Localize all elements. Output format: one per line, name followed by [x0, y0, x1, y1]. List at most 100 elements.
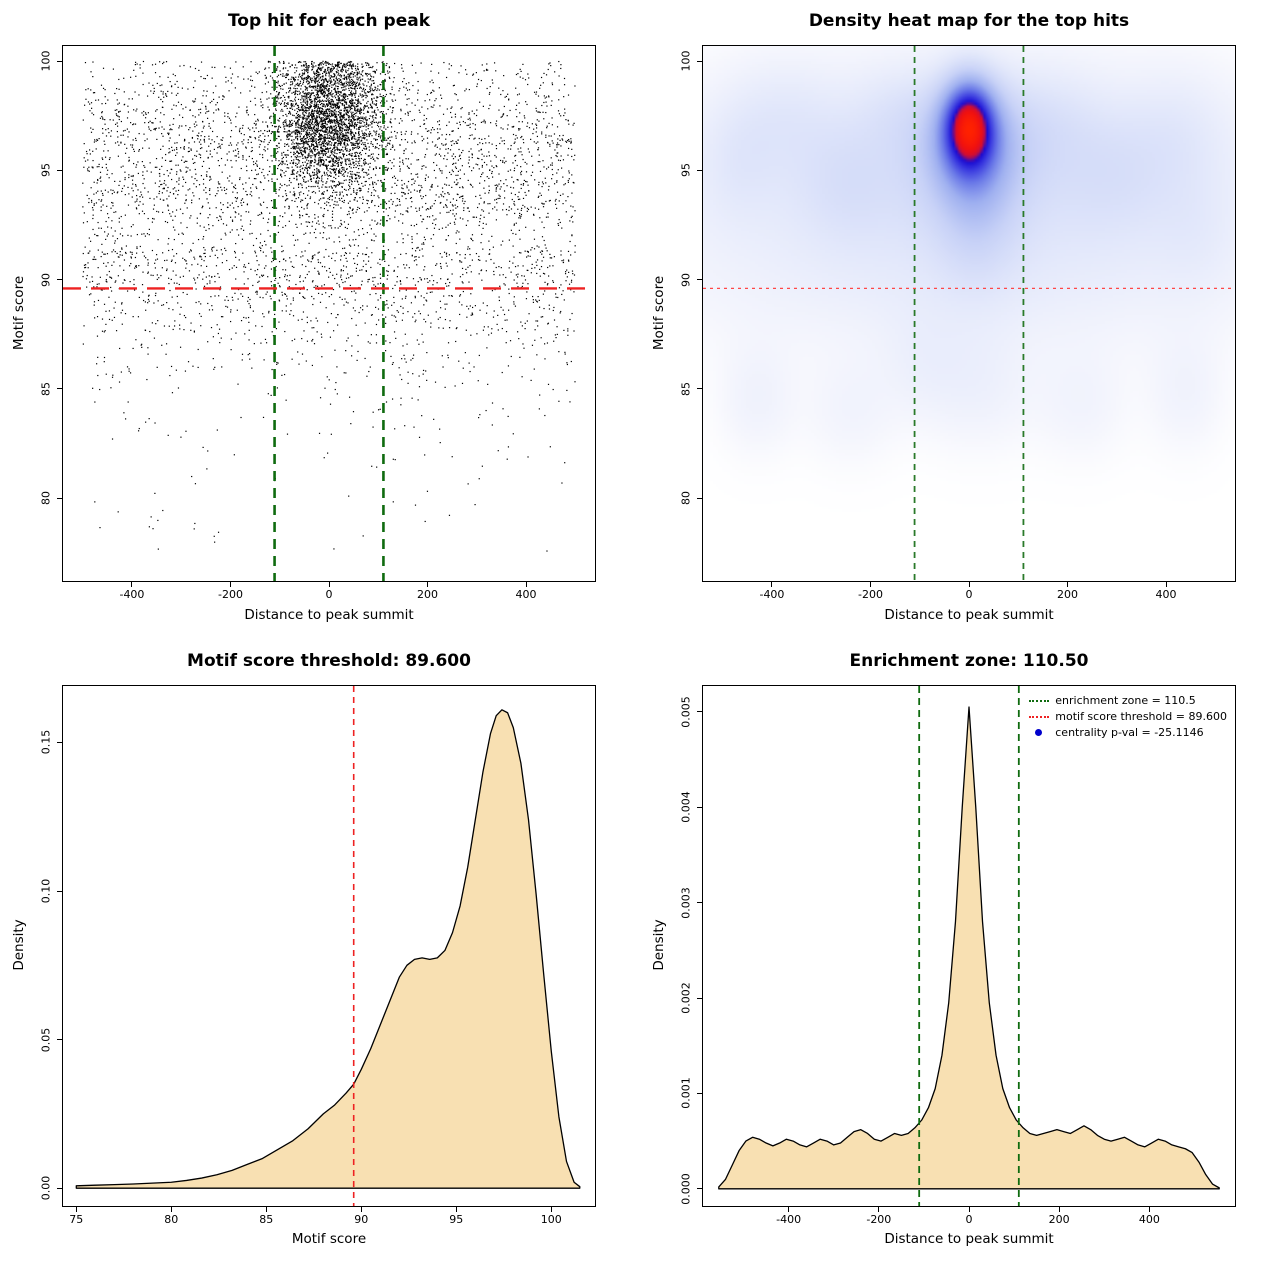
panel-title: Top hit for each peak	[227, 11, 431, 31]
y-tick-label: 0.001	[679, 1077, 693, 1110]
x-tick-label: -400	[776, 1213, 802, 1226]
score-density-canvas	[63, 686, 595, 1206]
x-tick-label: -400	[119, 588, 145, 601]
legend-label: centrality p-val = -25.1146	[1055, 726, 1204, 739]
y-tick	[697, 279, 702, 281]
y-tick	[57, 497, 62, 499]
y-tick-label: 85	[679, 381, 693, 396]
y-tick	[57, 388, 62, 390]
x-tick	[525, 582, 527, 587]
x-tick-label: 400	[1155, 588, 1177, 601]
x-tick	[550, 1207, 552, 1212]
x-axis-label: Distance to peak summit	[884, 607, 1054, 623]
x-tick-label: 0	[325, 588, 333, 601]
y-tick-label: 100	[679, 50, 693, 72]
x-tick-label: 75	[69, 1213, 84, 1226]
plot-area: enrichment zone = 110.5 motif score thres…	[702, 685, 1236, 1207]
y-tick-label: 0.10	[39, 878, 53, 904]
legend-item: motif score threshold = 89.600	[1029, 710, 1227, 723]
x-tick-label: -200	[857, 588, 883, 601]
x-tick	[1165, 582, 1167, 587]
x-tick	[455, 1207, 457, 1212]
y-tick	[57, 60, 62, 62]
legend-line-marker	[1029, 715, 1050, 718]
x-tick	[265, 1207, 267, 1212]
x-tick-label: 0	[965, 1213, 973, 1226]
y-tick-label: 95	[679, 163, 693, 178]
y-tick-label: 90	[39, 272, 53, 287]
heatmap-canvas	[703, 46, 1235, 581]
y-tick-label: 0.15	[39, 730, 53, 755]
y-tick-label: 0.05	[39, 1027, 53, 1052]
x-tick	[771, 582, 773, 587]
x-tick	[968, 1207, 970, 1212]
x-tick	[75, 1207, 77, 1212]
x-tick	[1148, 1207, 1150, 1212]
x-tick-label: 90	[354, 1213, 369, 1226]
y-tick	[697, 711, 702, 713]
y-tick-label: 0.005	[679, 696, 693, 728]
x-tick-label: 0	[965, 588, 973, 601]
y-tick	[57, 1039, 62, 1041]
x-tick	[788, 1207, 790, 1212]
y-tick	[697, 60, 702, 62]
x-tick	[131, 582, 133, 587]
legend-item: centrality p-val = -25.1146	[1029, 726, 1204, 739]
panel-title: Enrichment zone: 110.50	[849, 651, 1089, 671]
x-tick	[869, 582, 871, 587]
legend: enrichment zone = 110.5 motif score thres…	[1029, 694, 1227, 739]
legend-point-marker	[1035, 729, 1043, 736]
y-tick	[697, 902, 702, 904]
y-tick	[697, 997, 702, 999]
x-axis-label: Distance to peak summit	[244, 607, 414, 623]
y-tick-label: 95	[39, 163, 53, 178]
legend-label: motif score threshold = 89.600	[1055, 710, 1227, 723]
x-tick-label: 200	[1057, 588, 1079, 601]
plot-area	[62, 685, 596, 1207]
x-tick-label: -200	[217, 588, 243, 601]
x-tick-label: 200	[1048, 1213, 1070, 1226]
x-tick	[878, 1207, 880, 1212]
x-tick-label: 85	[259, 1213, 274, 1226]
x-tick-label: 400	[515, 588, 537, 601]
x-tick	[229, 582, 231, 587]
panel-title: Motif score threshold: 89.600	[187, 651, 471, 671]
panel-top-hit-scatter: Top hit for each peak Motif score Distan…	[0, 0, 640, 640]
y-tick	[697, 169, 702, 171]
y-tick-label: 80	[39, 491, 53, 506]
y-tick	[697, 1092, 702, 1094]
x-tick-label: -200	[866, 1213, 892, 1226]
x-tick-label: 95	[449, 1213, 464, 1226]
x-tick	[360, 1207, 362, 1212]
y-tick-label: 0.004	[679, 791, 693, 823]
y-axis-label: Motif score	[11, 275, 27, 351]
y-tick	[697, 1188, 702, 1190]
x-tick	[1058, 1207, 1060, 1212]
x-tick-label: -400	[759, 588, 785, 601]
y-axis-label: Density	[651, 919, 667, 971]
y-tick	[57, 741, 62, 743]
x-tick-label: 80	[164, 1213, 179, 1226]
x-tick-label: 100	[540, 1213, 562, 1226]
y-axis-label: Density	[11, 919, 27, 971]
plot-area	[62, 45, 596, 582]
x-tick-label: 400	[1138, 1213, 1160, 1226]
x-axis-label: Distance to peak summit	[884, 1231, 1054, 1247]
y-tick-label: 0.000	[679, 1173, 693, 1205]
panel-title: Density heat map for the top hits	[808, 11, 1130, 31]
x-tick	[968, 582, 970, 587]
panel-density-heatmap: Density heat map for the top hits Motif …	[640, 0, 1280, 640]
y-tick-label: 80	[679, 491, 693, 506]
x-tick	[328, 582, 330, 587]
x-tick	[170, 1207, 172, 1212]
scatter-plot-canvas	[63, 46, 595, 581]
panel-motif-score-density: Motif score threshold: 89.600 Density Mo…	[0, 640, 640, 1280]
y-tick	[57, 169, 62, 171]
plot-area	[702, 45, 1236, 582]
y-tick-label: 85	[39, 381, 53, 396]
y-tick-label: 100	[39, 50, 53, 72]
y-tick	[697, 497, 702, 499]
y-tick	[57, 279, 62, 281]
distance-density-canvas	[703, 686, 1235, 1206]
